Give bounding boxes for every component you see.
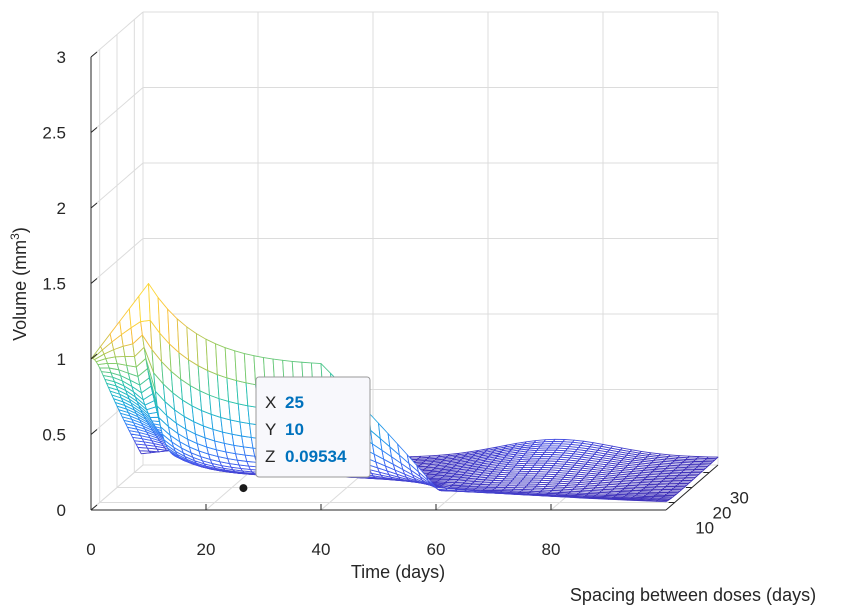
z-tick-mark bbox=[90, 278, 98, 284]
x-tick-label: 20 bbox=[197, 540, 216, 559]
surface-mesh bbox=[90, 283, 719, 503]
surface-mesh-cell bbox=[655, 499, 669, 503]
y-tick-label: 30 bbox=[730, 489, 749, 508]
x-tick-label: 40 bbox=[312, 540, 331, 559]
z-tick-mark bbox=[90, 429, 98, 435]
data-tip-y-value: 10 bbox=[285, 420, 304, 439]
z-tick-mark bbox=[90, 51, 98, 58]
z-tick-label: 0 bbox=[57, 501, 66, 520]
data-tip-y-key: Y bbox=[265, 420, 276, 439]
data-tip-x-key: X bbox=[265, 393, 276, 412]
x-tick-label: 60 bbox=[427, 540, 446, 559]
y-axis-label: Spacing between doses (days) bbox=[570, 585, 816, 605]
surface-mesh-cell bbox=[186, 326, 199, 367]
y-tick-label: 20 bbox=[713, 504, 732, 523]
z-tick-label: 1.5 bbox=[42, 275, 66, 294]
data-tip-x-value: 25 bbox=[285, 393, 304, 412]
data-tip-z-key: Z bbox=[265, 447, 275, 466]
data-tip-marker[interactable] bbox=[239, 484, 248, 493]
y-tick-label: 10 bbox=[695, 519, 714, 538]
z-tick-label: 0.5 bbox=[42, 426, 66, 445]
z-tick-label: 1 bbox=[57, 350, 66, 369]
z-tick-label: 2 bbox=[57, 199, 66, 218]
data-tip[interactable]: X 25 Y 10 Z 0.09534 bbox=[239, 376, 371, 493]
data-tip-box bbox=[255, 376, 371, 478]
z-tick-mark bbox=[90, 202, 98, 209]
x-tick-label: 0 bbox=[86, 540, 95, 559]
z-tick-mark bbox=[90, 353, 98, 360]
z-axis-label: Volume (mm3) bbox=[8, 227, 30, 341]
axes-layer bbox=[90, 51, 719, 511]
z-tick-label: 3 bbox=[57, 48, 66, 67]
z-tick-mark bbox=[90, 127, 98, 133]
x-axis-label: Time (days) bbox=[351, 562, 445, 582]
z-tick-mark bbox=[90, 504, 98, 511]
z-tick-label: 2.5 bbox=[42, 124, 66, 143]
data-tip-z-value: 0.09534 bbox=[285, 447, 347, 466]
x-tick-label: 80 bbox=[542, 540, 561, 559]
